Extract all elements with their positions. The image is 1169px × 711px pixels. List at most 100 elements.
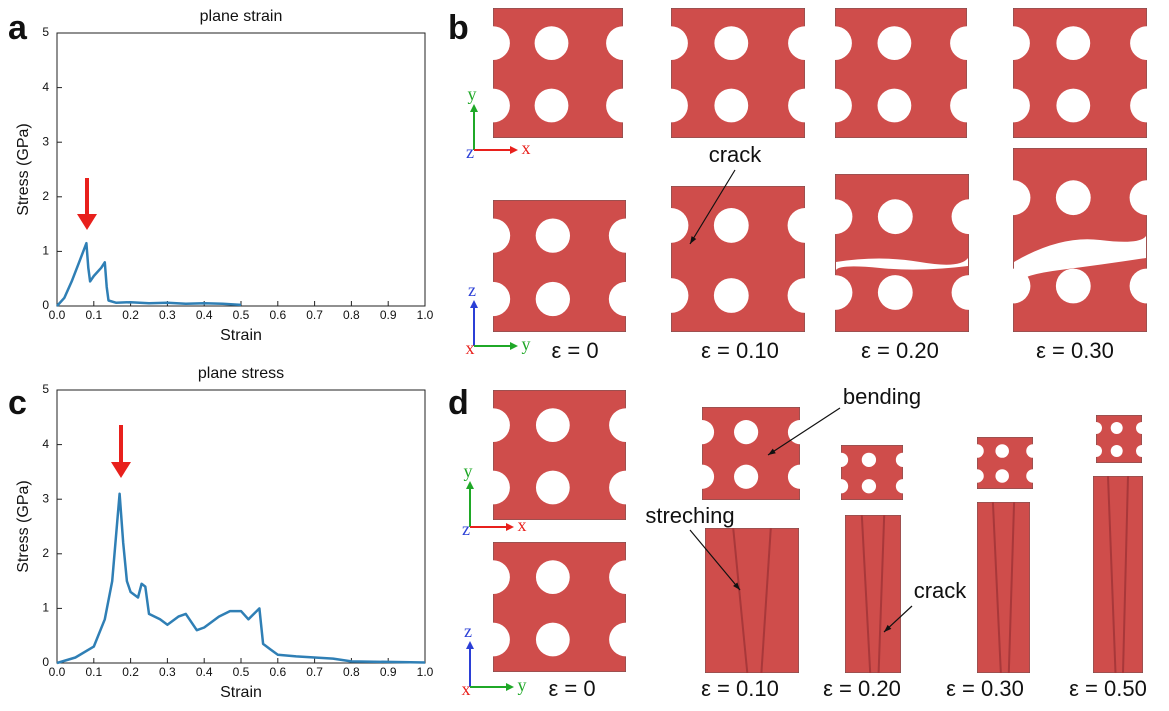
x-tick-label: 0.0: [49, 308, 66, 322]
triad-head: [470, 104, 478, 112]
pore: [476, 623, 510, 657]
figure: a b c d 0.00.10.20.30.40.50.60.70.80.91.…: [0, 0, 1169, 706]
snapshot: [705, 528, 799, 673]
pore: [609, 408, 643, 442]
snapshot: [1093, 476, 1143, 673]
snapshot: [654, 186, 823, 332]
pore: [818, 26, 852, 60]
y-tick-label: 0: [42, 298, 49, 312]
panel-letter: c: [8, 384, 27, 422]
stress-curve: [57, 243, 241, 306]
pore: [996, 26, 1030, 60]
x-tick-label: 0.2: [122, 665, 139, 679]
pore: [952, 275, 987, 310]
y-tick-label: 2: [42, 189, 49, 203]
chart-title: plane strain: [200, 8, 283, 25]
panel-letter: b: [448, 9, 469, 47]
snapshot: [1090, 415, 1148, 463]
pore: [535, 26, 569, 60]
pore: [536, 471, 570, 505]
pore: [476, 408, 510, 442]
pore: [1136, 445, 1148, 457]
snapshot: [476, 542, 643, 672]
pore: [1130, 269, 1165, 304]
triad-label: y: [464, 461, 473, 481]
pore: [950, 89, 984, 123]
y-tick-label: 4: [42, 437, 49, 451]
x-tick-label: 1.0: [417, 665, 434, 679]
pore: [734, 420, 758, 444]
pore: [609, 560, 643, 594]
x-tick-label: 0.7: [306, 308, 323, 322]
snapshot: [834, 445, 910, 500]
x-tick-label: 0.2: [122, 308, 139, 322]
pore: [862, 479, 876, 493]
pore: [476, 560, 510, 594]
pore: [878, 26, 912, 60]
pore: [1130, 180, 1165, 215]
triad-label: z: [462, 519, 470, 539]
pore: [788, 26, 822, 60]
pore: [609, 623, 643, 657]
pore: [654, 26, 688, 60]
strain-label: ε = 0.10: [701, 338, 779, 363]
x-tick-label: 0.1: [85, 665, 102, 679]
x-tick-label: 0.6: [269, 308, 286, 322]
x-tick-label: 0.4: [196, 665, 213, 679]
plot-frame: [57, 33, 425, 306]
pore: [714, 89, 748, 123]
pore: [536, 560, 570, 594]
snapshot: [818, 174, 987, 332]
pore: [1026, 444, 1040, 458]
annotation: crack: [914, 578, 968, 603]
x-tick-label: 0.5: [233, 665, 250, 679]
snapshot: [970, 437, 1040, 489]
snapshot: [476, 390, 643, 520]
pore: [609, 471, 643, 505]
panel-letter: d: [448, 384, 469, 422]
x-tick-label: 0.0: [49, 665, 66, 679]
pore: [788, 208, 823, 243]
triad-head: [466, 481, 474, 489]
pore: [950, 26, 984, 60]
plot-frame: [57, 390, 425, 663]
pore: [834, 479, 848, 493]
snapshot: [977, 502, 1030, 673]
pore: [878, 199, 913, 234]
peak-arrow-head: [111, 462, 131, 478]
snapshot: [996, 8, 1164, 138]
annotation: crack: [709, 142, 763, 167]
strain-label: ε = 0.20: [861, 338, 939, 363]
x-tick-label: 0.9: [380, 308, 397, 322]
pore: [1056, 89, 1090, 123]
pore: [536, 408, 570, 442]
y-tick-label: 3: [42, 134, 49, 148]
triad-label: x: [518, 515, 527, 535]
pore: [1130, 89, 1164, 123]
triad-head: [506, 683, 514, 691]
pore: [476, 471, 510, 505]
y-tick-label: 5: [42, 25, 49, 39]
pore: [1136, 422, 1148, 434]
x-tick-label: 0.8: [343, 665, 360, 679]
y-axis-label: Stress (GPa): [15, 480, 32, 572]
triad-label: y: [518, 675, 527, 695]
pore: [714, 278, 749, 313]
y-tick-label: 1: [42, 601, 49, 615]
strain-label: ε = 0.30: [946, 676, 1024, 701]
chart-title: plane stress: [198, 365, 284, 382]
pore: [654, 208, 689, 243]
triad-head: [470, 300, 478, 308]
pore: [476, 282, 510, 316]
pore: [1090, 445, 1102, 457]
pore: [878, 275, 913, 310]
snapshot: [476, 8, 640, 138]
snapshot: [654, 8, 822, 138]
pore: [535, 89, 569, 123]
pore: [1056, 269, 1091, 304]
pore: [1056, 26, 1090, 60]
y-tick-label: 5: [42, 382, 49, 396]
pore: [896, 453, 910, 467]
strain-label: ε = 0.20: [823, 676, 901, 701]
pore: [476, 218, 510, 252]
